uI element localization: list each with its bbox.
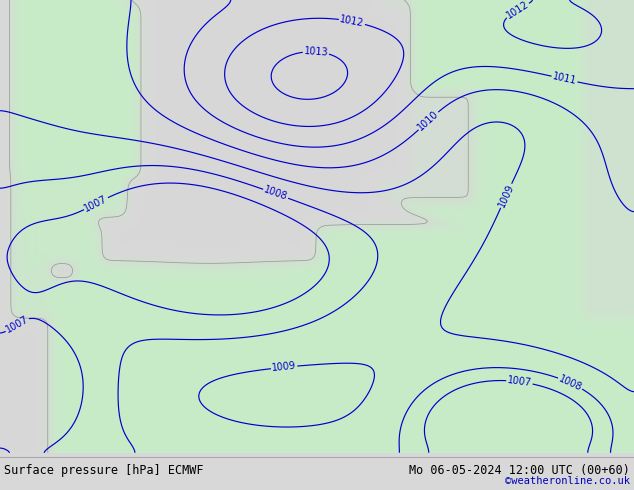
Text: 1009: 1009 [496, 182, 515, 209]
Text: 1013: 1013 [304, 46, 328, 58]
Text: 1008: 1008 [262, 185, 289, 202]
Text: 1007: 1007 [82, 194, 109, 214]
Text: 1011: 1011 [552, 72, 578, 87]
Text: 1008: 1008 [557, 373, 584, 392]
Text: ©weatheronline.co.uk: ©weatheronline.co.uk [505, 476, 630, 486]
Text: Surface pressure [hPa] ECMWF: Surface pressure [hPa] ECMWF [4, 464, 204, 477]
Text: 1007: 1007 [507, 375, 533, 388]
Text: 1007: 1007 [4, 314, 30, 335]
Text: Mo 06-05-2024 12:00 UTC (00+60): Mo 06-05-2024 12:00 UTC (00+60) [409, 464, 630, 477]
Text: 1010: 1010 [416, 109, 441, 133]
Text: 1009: 1009 [271, 361, 297, 373]
Text: 1012: 1012 [504, 0, 531, 21]
Text: 1012: 1012 [339, 14, 365, 29]
